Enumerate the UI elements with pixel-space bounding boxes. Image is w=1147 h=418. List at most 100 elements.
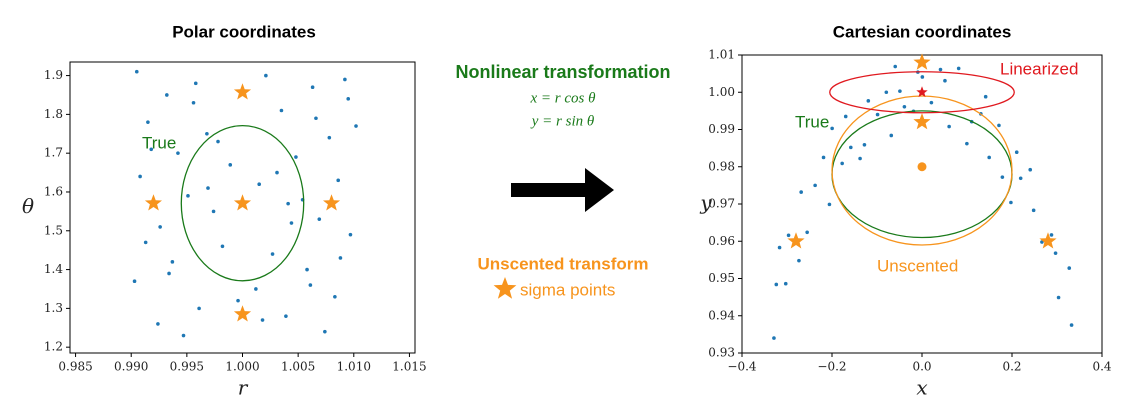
point	[176, 151, 180, 155]
point	[1049, 233, 1054, 237]
chart-title: Cartesian coordinates	[833, 22, 1012, 41]
sigma-point	[323, 194, 341, 211]
y-axis-label: y	[699, 191, 712, 215]
point	[220, 244, 225, 249]
point	[146, 120, 150, 124]
sigma-point	[913, 53, 931, 70]
point	[310, 85, 315, 90]
point	[143, 240, 148, 245]
ellipse-label: Linearized	[1000, 59, 1078, 78]
point	[264, 73, 268, 78]
point	[777, 245, 782, 250]
point	[165, 93, 169, 97]
point	[866, 99, 871, 103]
point	[987, 155, 991, 160]
ellipse-label: True	[142, 133, 176, 152]
point	[840, 161, 844, 166]
x-axis-label: x	[916, 376, 927, 400]
point	[228, 163, 233, 167]
point	[158, 225, 162, 229]
point	[1069, 323, 1074, 327]
method-heading: Unscented transform	[478, 254, 649, 273]
point	[305, 267, 309, 272]
y-tick-label: 1.01	[708, 48, 735, 62]
point	[1031, 208, 1036, 213]
point	[193, 81, 198, 86]
legend-label: sigma points	[520, 280, 615, 299]
point	[132, 279, 137, 284]
point	[813, 183, 817, 188]
point	[858, 156, 862, 161]
point	[947, 124, 951, 129]
point	[138, 174, 142, 179]
point	[284, 314, 288, 318]
point	[902, 104, 907, 109]
point	[797, 258, 801, 263]
point	[1028, 167, 1033, 172]
transform-heading: Nonlinear transformation	[455, 62, 670, 82]
point	[893, 64, 898, 69]
sigma-point	[144, 194, 162, 211]
y-tick-label: 0.93	[708, 346, 735, 360]
point	[236, 298, 240, 303]
point	[354, 124, 358, 128]
x-tick-label: 0.4	[1092, 360, 1111, 374]
point	[275, 170, 279, 175]
point	[317, 217, 322, 221]
x-tick-label: 0.0	[912, 360, 931, 374]
x-tick-label: 1.015	[392, 360, 426, 374]
point	[170, 260, 175, 264]
ellipse	[829, 71, 1015, 114]
point	[889, 133, 894, 138]
x-axis-label: r	[238, 376, 249, 400]
point	[920, 75, 925, 79]
point	[181, 333, 186, 338]
ellipse	[831, 110, 1013, 239]
y-tick-label: 1.5	[44, 223, 63, 237]
point	[983, 94, 988, 99]
mean-marker	[917, 162, 927, 172]
point	[898, 89, 902, 93]
point	[167, 271, 171, 276]
equation: x = r cos θ	[530, 90, 597, 106]
y-tick-label: 0.98	[708, 159, 735, 173]
point	[286, 201, 290, 206]
point	[929, 100, 934, 105]
y-tick-label: 1.8	[44, 107, 63, 121]
point	[805, 230, 809, 235]
point	[149, 147, 154, 152]
point	[774, 282, 779, 287]
y-tick-label: 0.99	[708, 122, 735, 136]
sigma-point	[787, 232, 805, 249]
x-tick-label: 1.005	[281, 360, 315, 374]
point	[1014, 150, 1019, 155]
legend-marker	[493, 277, 517, 299]
y-tick-label: 1.7	[44, 146, 63, 160]
y-tick-label: 0.96	[708, 234, 735, 248]
x-tick-label: 0.985	[58, 360, 92, 374]
point	[191, 100, 196, 105]
point	[314, 116, 318, 121]
point	[338, 256, 343, 260]
point	[830, 126, 834, 131]
point	[254, 287, 258, 291]
point	[799, 190, 803, 194]
point	[943, 78, 947, 83]
ellipse-label: Unscented	[877, 256, 958, 275]
x-tick-label: 1.000	[225, 360, 259, 374]
arrow	[511, 168, 614, 212]
point	[257, 182, 261, 187]
sigma-point	[233, 83, 252, 100]
point	[772, 336, 776, 340]
point	[333, 294, 337, 299]
chart-title: Polar coordinates	[172, 22, 316, 41]
point	[884, 90, 889, 95]
ellipse	[180, 124, 305, 282]
sigma-point	[233, 194, 252, 211]
point	[211, 209, 216, 214]
point	[1053, 251, 1058, 255]
y-axis-label: θ	[22, 194, 34, 218]
point	[997, 123, 1001, 128]
y-tick-label: 0.94	[708, 308, 735, 322]
x-tick-label: −0.2	[817, 360, 846, 374]
